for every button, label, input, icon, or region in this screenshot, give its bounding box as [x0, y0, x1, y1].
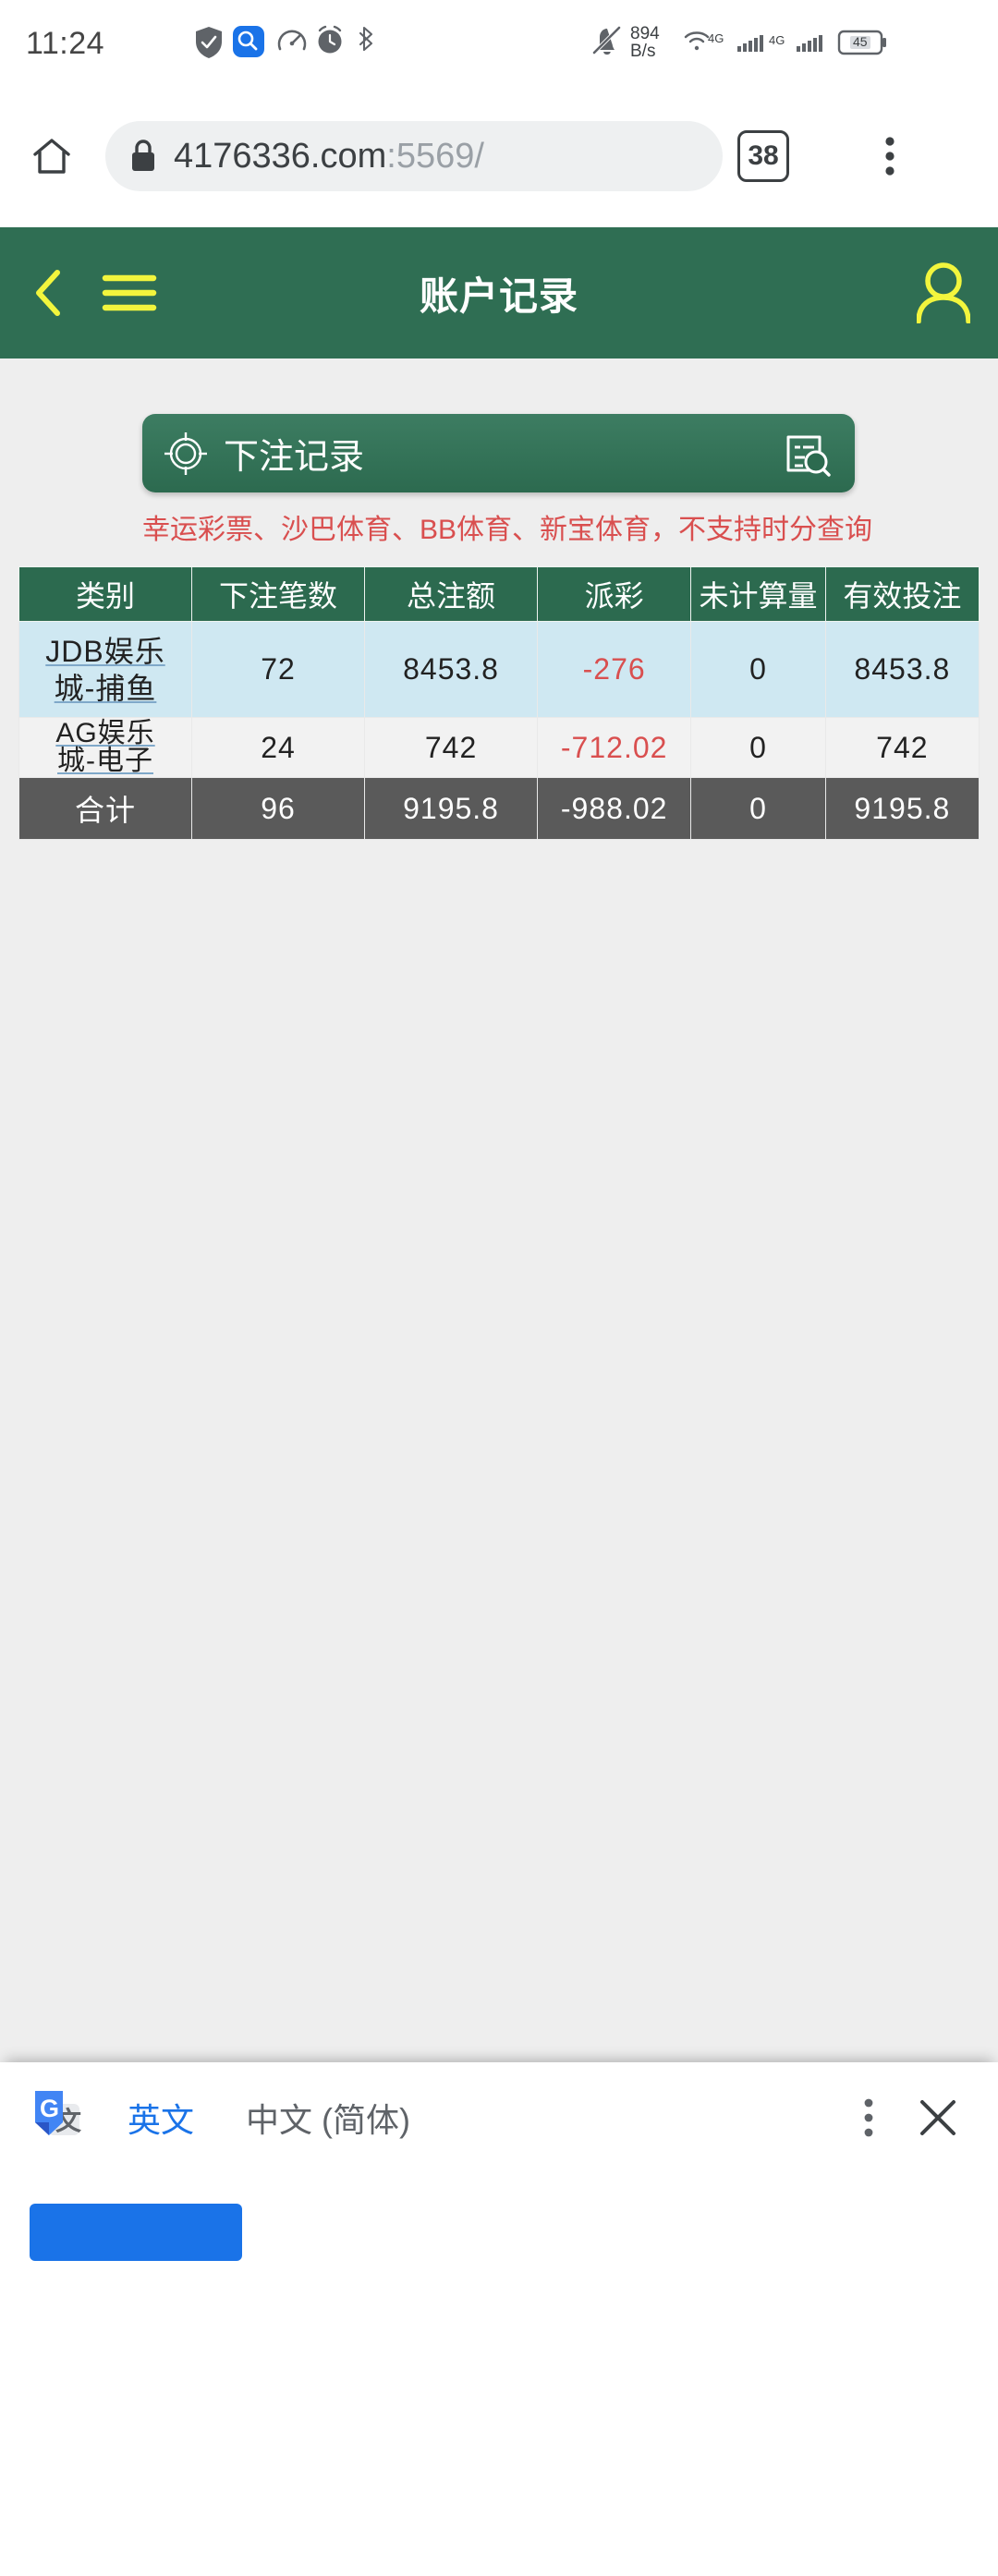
svg-text:B/s: B/s: [630, 42, 655, 61]
svg-text:G: G: [40, 2095, 59, 2122]
svg-text:4G: 4G: [708, 31, 724, 45]
svg-text:4G: 4G: [769, 33, 785, 47]
svg-text:894: 894: [630, 24, 660, 43]
svg-text:45: 45: [853, 34, 868, 49]
